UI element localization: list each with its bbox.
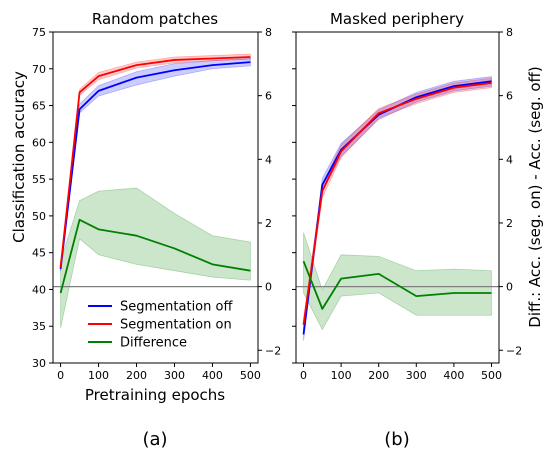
panel-b-y2tick-label: 6 [506,90,513,103]
panel-a-y2tick-label: 0 [265,281,272,294]
panel-a-ytick-label: 75 [32,26,46,39]
panel-a-ytick-label: 35 [32,320,46,333]
panel-a-ytick-label: 65 [32,100,46,113]
panel-a-ytick-label: 50 [32,210,46,223]
panel-a-xtick-label: 0 [57,369,64,382]
legend: Segmentation off Segmentation on Differenc… [88,300,233,351]
panel-b-y2label: Diff.: Acc. (seg. on) - Acc. (seg. off) [526,66,544,327]
panel-a-ylabel: Classification accuracy [10,71,28,243]
panel-a-ytick-label: 60 [32,136,46,149]
legend-label-0: Segmentation off [120,300,233,315]
panel-b-xtick-label: 400 [443,369,464,382]
panel-b-y2tick-label: 0 [506,281,513,294]
panel-a-ytick-label: 30 [32,357,46,370]
panel-b-y2tick-label: −2 [506,344,522,357]
panel-b-y2tick-label: 4 [506,153,513,166]
panel-b-xtick-label: 100 [331,369,352,382]
panel-b-xtick-label: 200 [368,369,389,382]
panel-b-y2tick-label: 8 [506,26,513,39]
panel-a-y2tick-label: 4 [265,153,272,166]
panel-a-ytick-label: 45 [32,247,46,260]
panel-b-title: Masked periphery [330,10,464,28]
panel-a: Random patches 0 100 200 300 400 500303540455… [10,10,281,449]
panel-b-label: (b) [384,429,409,449]
panel-a-xtick-label: 400 [202,369,223,382]
panel-a-y2tick-label: 6 [265,90,272,103]
panel-a-y2tick-label: −2 [265,344,281,357]
panel-a-title: Random patches [92,10,218,28]
panel-a-ytick-label: 55 [32,173,46,186]
legend-label-1: Segmentation on [120,318,232,333]
panel-a-xtick-label: 300 [164,369,185,382]
panel-b-y2tick-label: 2 [506,217,513,230]
panel-a-xtick-label: 100 [88,369,109,382]
panel-b-xtick-label: 0 [300,369,307,382]
panel-a-y2tick-label: 2 [265,217,272,230]
panel-a-xtick-label: 200 [126,369,147,382]
panel-b-xtick-label: 500 [481,369,502,382]
panel-b-xtick-label: 300 [406,369,427,382]
panel-b-band-2 [304,233,492,330]
panel-a-y2tick-label: 8 [265,26,272,39]
panel-a-ytick-label: 70 [32,63,46,76]
legend-label-2: Difference [120,336,187,351]
panel-a-xlabel: Pretraining epochs [85,386,225,404]
panel-a-label: (a) [142,429,167,449]
panel-b: Masked periphery 0 100 200 300 400 500 −2 0 2 4 6 8… [292,10,544,449]
panel-a-ytick-label: 40 [32,283,46,296]
panel-a-xtick-label: 500 [240,369,261,382]
